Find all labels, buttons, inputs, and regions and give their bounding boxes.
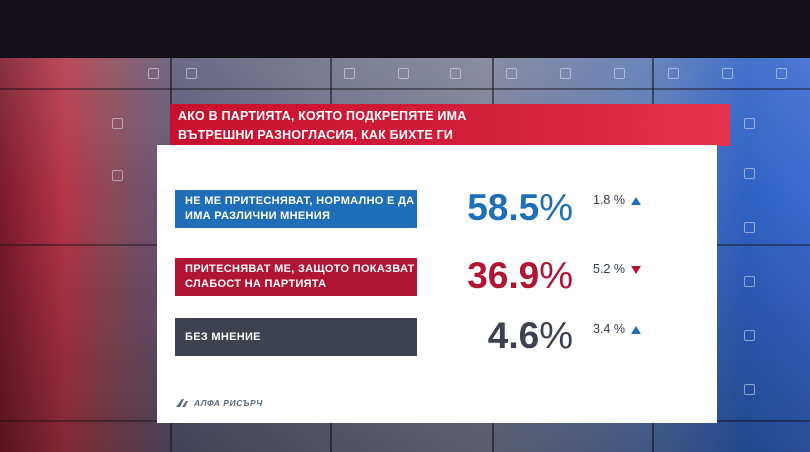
source-credit: АЛФА РИСЪРЧ <box>175 398 263 408</box>
square-icon <box>668 68 679 79</box>
square-icon <box>112 170 123 181</box>
change-label-row-3: 3.4 % <box>593 321 673 337</box>
chart-title: АКО В ПАРТИЯТА, КОЯТО ПОДКРЕПЯТЕ ИМА ВЪТ… <box>178 109 467 161</box>
square-icon <box>744 330 755 341</box>
value-label-row-1: 58.5% <box>425 186 573 230</box>
change-unit: % <box>613 193 625 207</box>
source-text: АЛФА РИСЪРЧ <box>194 398 263 408</box>
alpha-research-logo-icon <box>176 399 188 407</box>
category-label-row-2: ПРИТЕСНЯВАТ МЕ, ЗАЩОТО ПОКАЗВАТ СЛАБОСТ … <box>175 258 417 296</box>
value-unit: % <box>539 255 573 297</box>
grid-line <box>0 88 810 90</box>
arrow-up-icon <box>631 325 642 334</box>
square-icon <box>744 276 755 287</box>
square-icon <box>614 68 625 79</box>
square-icon <box>722 68 733 79</box>
square-icon <box>186 68 197 79</box>
change-label-row-2: 5.2 % <box>593 261 673 277</box>
change-number: 1.8 <box>593 193 611 207</box>
change-unit: % <box>613 322 625 336</box>
arrow-up-icon <box>631 196 642 205</box>
title-bar <box>170 104 730 146</box>
value-label-row-2: 36.9% <box>425 254 573 298</box>
category-label-text: БЕЗ МНЕНИЕ <box>185 330 261 343</box>
change-number: 5.2 <box>593 262 611 276</box>
category-label-text: НЕ МЕ ПРИТЕСНЯВАТ, НОРМАЛНО Е ДА ИМА РАЗ… <box>185 195 415 222</box>
square-icon <box>450 68 461 79</box>
category-label-row-1: НЕ МЕ ПРИТЕСНЯВАТ, НОРМАЛНО Е ДА ИМА РАЗ… <box>175 190 417 228</box>
arrow-down-icon <box>631 265 642 274</box>
square-icon <box>744 222 755 233</box>
square-icon <box>148 68 159 79</box>
category-label-row-3: БЕЗ МНЕНИЕ <box>175 318 417 356</box>
square-icon <box>560 68 571 79</box>
value-unit: % <box>539 315 573 357</box>
value-unit: % <box>539 187 573 229</box>
category-label-text: ПРИТЕСНЯВАТ МЕ, ЗАЩОТО ПОКАЗВАТ СЛАБОСТ … <box>185 263 415 290</box>
square-icon <box>776 68 787 79</box>
square-icon <box>506 68 517 79</box>
chart-card: НЕ МЕ ПРИТЕСНЯВАТ, НОРМАЛНО Е ДА ИМА РАЗ… <box>157 145 717 423</box>
value-number: 36.9 <box>467 255 540 296</box>
square-icon <box>112 118 123 129</box>
change-number: 3.4 <box>593 322 611 336</box>
square-icon <box>344 68 355 79</box>
square-icon <box>398 68 409 79</box>
square-icon <box>744 384 755 395</box>
change-label-row-1: 1.8 % <box>593 192 673 208</box>
value-number: 58.5 <box>467 187 540 228</box>
square-icon <box>744 168 755 179</box>
value-number: 4.6 <box>487 315 540 356</box>
square-icon <box>744 118 755 129</box>
change-unit: % <box>613 262 625 276</box>
value-label-row-3: 4.6% <box>425 314 573 358</box>
